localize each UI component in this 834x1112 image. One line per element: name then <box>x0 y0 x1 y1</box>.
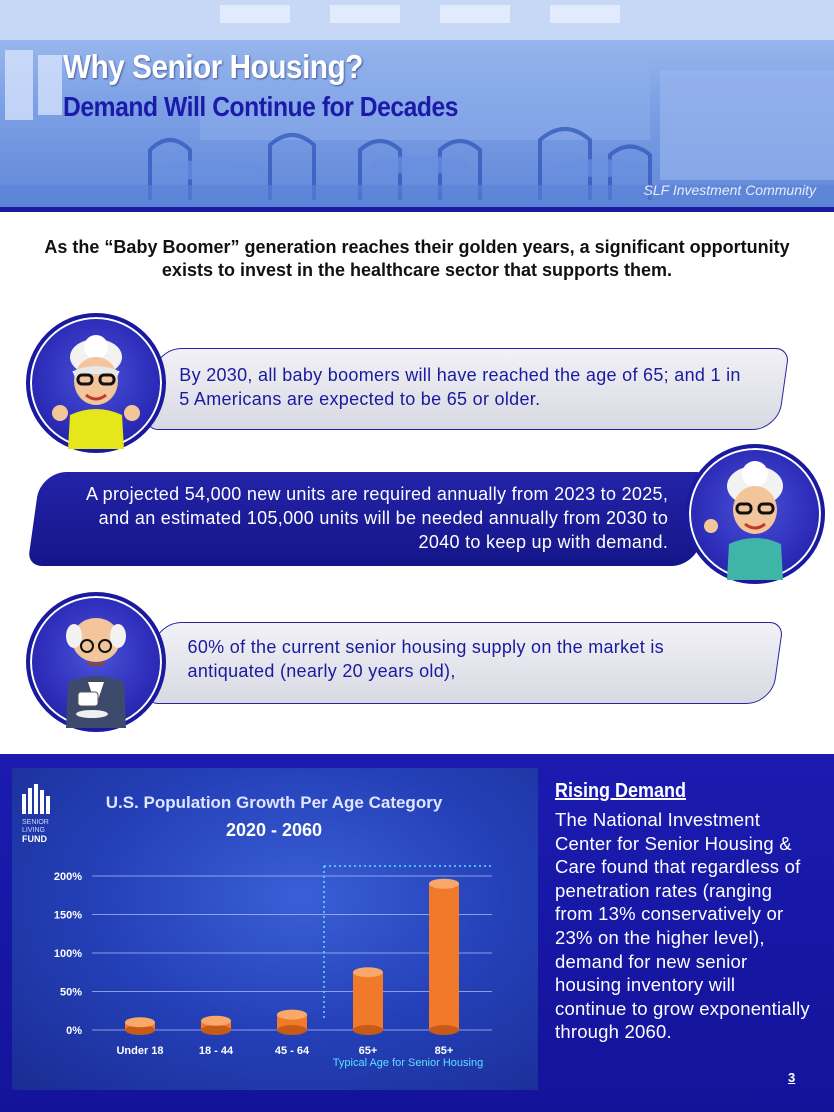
senior-living-fund-logo: SENIOR LIVING FUND <box>22 784 50 844</box>
chart-title: U.S. Population Growth Per Age Category <box>106 793 443 812</box>
header-divider <box>0 207 834 212</box>
x-tick-label: 65+ <box>359 1045 378 1057</box>
fact-bubble-2: A projected 54,000 new units are require… <box>27 472 711 566</box>
bar <box>125 1017 155 1035</box>
bar <box>353 967 383 1035</box>
intro-statement: As the “Baby Boomer” generation reaches … <box>44 237 790 280</box>
fact-text-2: A projected 54,000 new units are require… <box>86 484 669 552</box>
rising-demand-text: The National Investment Center for Senio… <box>555 809 810 1043</box>
bar <box>429 878 459 1035</box>
x-tick-label: 85+ <box>435 1045 454 1057</box>
header-banner: Why Senior Housing? Demand Will Continue… <box>0 0 834 212</box>
logo-word-1: SENIOR <box>22 819 49 826</box>
chart-subtitle: 2020 - 2060 <box>226 820 322 840</box>
fact-text-1: By 2030, all baby boomers will have reac… <box>179 365 741 409</box>
bar <box>277 1009 307 1035</box>
population-growth-chart: SENIOR LIVING FUND U.S. Population Growt… <box>12 768 538 1090</box>
rising-demand-section: SENIOR LIVING FUND U.S. Population Growt… <box>0 754 834 1112</box>
y-tick-label: 200% <box>54 871 82 883</box>
page-title: Why Senior Housing? <box>63 48 363 85</box>
page-number: 3 <box>788 1070 796 1085</box>
chart-canvas: SENIOR LIVING FUND U.S. Population Growt… <box>22 784 494 1069</box>
rising-demand-title: Rising Demand <box>555 780 687 802</box>
fact-text-3: 60% of the current senior housing supply… <box>187 637 664 681</box>
x-tick-label: 45 - 64 <box>275 1045 310 1057</box>
page-subtitle: Demand Will Continue for Decades <box>63 91 459 122</box>
y-tick-label: 150% <box>54 910 82 922</box>
logo-word-3: FUND <box>22 834 47 844</box>
fact-bubble-3: 60% of the current senior housing supply… <box>144 622 784 704</box>
x-tick-label: Under 18 <box>116 1045 163 1057</box>
x-tick-label: 18 - 44 <box>199 1045 234 1057</box>
bar <box>201 1015 231 1035</box>
logo-word-2: LIVING <box>22 827 45 834</box>
senior-housing-annotation: Typical Age for Senior Housing <box>333 1057 483 1069</box>
grandma-pointing-icon <box>685 444 825 584</box>
grandpa-tea-cup-icon <box>26 592 166 732</box>
dining-room-photo <box>0 0 834 207</box>
y-tick-label: 50% <box>60 987 82 999</box>
community-tag: SLF Investment Community <box>643 182 816 198</box>
y-tick-label: 0% <box>66 1025 82 1037</box>
grandma-thumbs-up-icon <box>26 313 166 453</box>
fact-bubble-1: By 2030, all baby boomers will have reac… <box>144 348 790 430</box>
y-tick-label: 100% <box>54 948 82 960</box>
